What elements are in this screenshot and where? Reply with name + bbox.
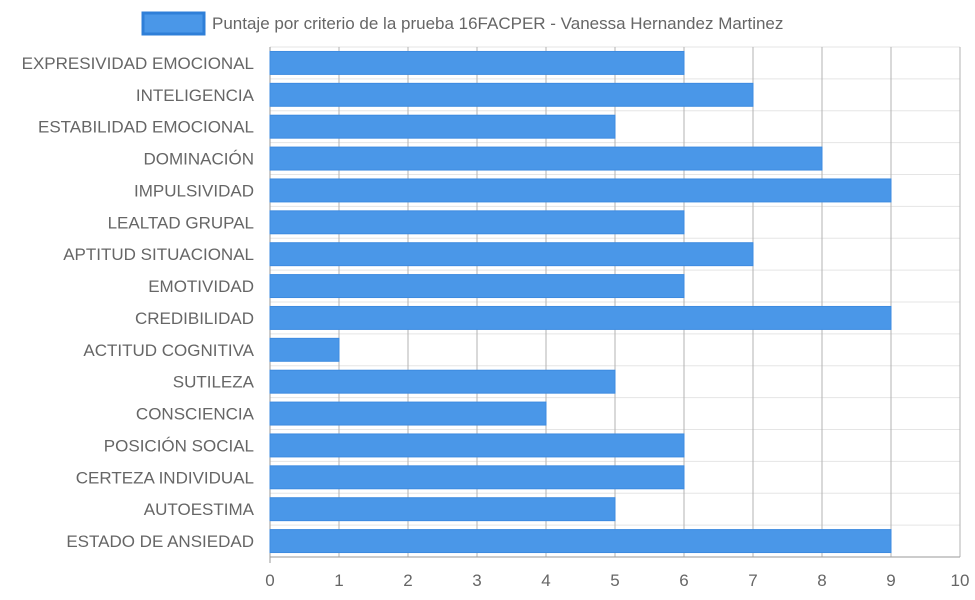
category-label: ESTABILIDAD EMOCIONAL bbox=[38, 118, 254, 137]
category-label: CONSCIENCIA bbox=[136, 405, 255, 424]
x-tick-labels: 0 1 2 3 4 5 6 7 8 9 10 bbox=[265, 571, 969, 590]
x-tick-label: 10 bbox=[951, 571, 970, 590]
bar[interactable] bbox=[269, 305, 892, 330]
bar[interactable] bbox=[269, 529, 892, 554]
category-label: EMOTIVIDAD bbox=[148, 277, 254, 296]
bars bbox=[269, 50, 892, 554]
bar[interactable] bbox=[269, 82, 754, 107]
x-tick-label: 0 bbox=[265, 571, 274, 590]
x-tick-label: 8 bbox=[817, 571, 826, 590]
category-label: ESTADO DE ANSIEDAD bbox=[66, 532, 254, 551]
bar[interactable] bbox=[269, 178, 892, 203]
bar[interactable] bbox=[269, 242, 754, 267]
category-label: ACTITUD COGNITIVA bbox=[83, 341, 254, 360]
x-tick-label: 6 bbox=[679, 571, 688, 590]
bar[interactable] bbox=[269, 433, 685, 458]
legend[interactable]: Puntaje por criterio de la prueba 16FACP… bbox=[141, 11, 783, 36]
bar[interactable] bbox=[269, 465, 685, 490]
bar[interactable] bbox=[269, 497, 616, 522]
category-labels: EXPRESIVIDAD EMOCIONAL INTELIGENCIA ESTABI… bbox=[22, 54, 255, 551]
category-label: POSICIÓN SOCIAL bbox=[104, 436, 254, 455]
bar[interactable] bbox=[269, 146, 823, 171]
category-label: SUTILEZA bbox=[173, 373, 255, 392]
legend-swatch bbox=[141, 11, 206, 36]
bar[interactable] bbox=[269, 369, 616, 394]
category-label: APTITUD SITUACIONAL bbox=[63, 245, 254, 264]
bar[interactable] bbox=[269, 401, 547, 426]
legend-label: Puntaje por criterio de la prueba 16FACP… bbox=[212, 14, 783, 33]
category-label: CERTEZA INDIVIDUAL bbox=[76, 468, 254, 487]
x-tick-label: 3 bbox=[472, 571, 481, 590]
category-label: CREDIBILIDAD bbox=[135, 309, 254, 328]
bar[interactable] bbox=[269, 274, 685, 299]
category-label: DOMINACIÓN bbox=[144, 150, 255, 169]
category-label: IMPULSIVIDAD bbox=[134, 181, 254, 200]
x-tick-label: 7 bbox=[748, 571, 757, 590]
category-label: EXPRESIVIDAD EMOCIONAL bbox=[22, 54, 254, 73]
bar[interactable] bbox=[269, 337, 340, 362]
category-label: INTELIGENCIA bbox=[136, 86, 255, 105]
category-label: AUTOESTIMA bbox=[144, 500, 255, 519]
x-tick-label: 9 bbox=[886, 571, 895, 590]
x-tick-label: 5 bbox=[610, 571, 619, 590]
category-label: LEALTAD GRUPAL bbox=[108, 213, 254, 232]
bar[interactable] bbox=[269, 114, 616, 139]
x-tick-label: 4 bbox=[541, 571, 550, 590]
bar[interactable] bbox=[269, 50, 685, 75]
x-tick-label: 2 bbox=[403, 571, 412, 590]
bar[interactable] bbox=[269, 210, 685, 235]
x-tick-label: 1 bbox=[334, 571, 343, 590]
